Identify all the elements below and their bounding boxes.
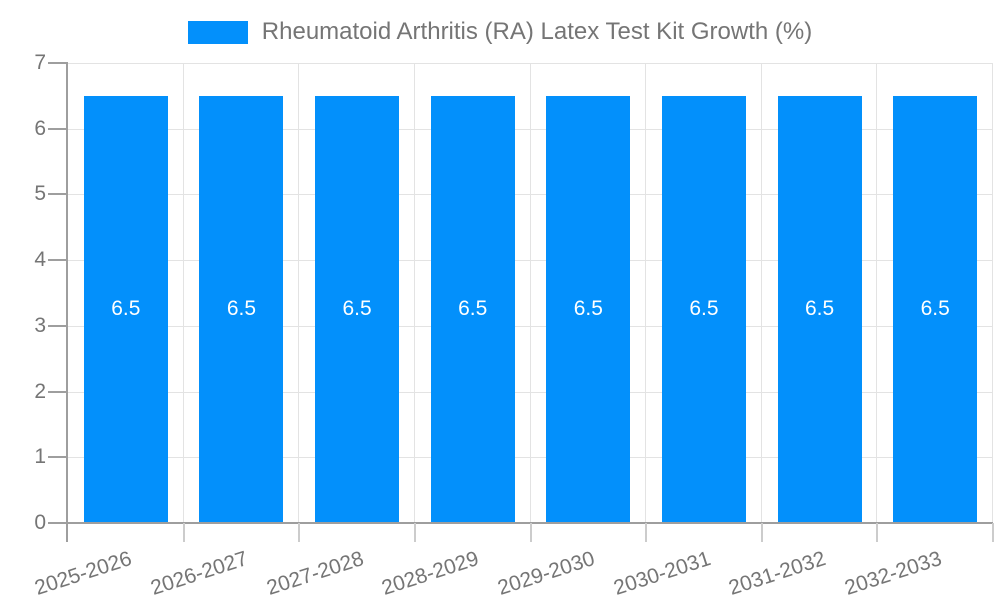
bar-value-label: 6.5 bbox=[573, 297, 603, 321]
y-axis-tick bbox=[48, 324, 68, 327]
y-axis-label: 5 bbox=[34, 182, 46, 206]
gridline-horizontal bbox=[68, 391, 993, 393]
x-axis-label: 2028-2029 bbox=[379, 547, 482, 600]
bar-value-label: 6.5 bbox=[342, 297, 372, 321]
gridline-horizontal bbox=[68, 260, 993, 262]
bar-value-label: 6.5 bbox=[111, 297, 141, 321]
y-axis-label: 0 bbox=[34, 511, 46, 534]
bar[interactable]: 6.5 bbox=[893, 95, 978, 523]
x-axis-tick bbox=[876, 523, 879, 542]
x-axis-label: 2032-2033 bbox=[841, 547, 945, 600]
x-axis-label: 2025-2026 bbox=[32, 547, 135, 600]
x-axis-label: 2029-2030 bbox=[494, 547, 598, 600]
x-axis-tick bbox=[760, 523, 763, 542]
x-axis-label: 2027-2028 bbox=[263, 547, 367, 600]
gridline-vertical bbox=[992, 63, 993, 523]
bar-value-label: 6.5 bbox=[458, 297, 488, 321]
gridline-vertical bbox=[645, 63, 647, 523]
gridline-horizontal bbox=[68, 457, 993, 459]
y-axis-label: 4 bbox=[34, 248, 46, 272]
plot-area: 6.5 6.5 6.5 6.5 6.5 6.5 6.5 6.5 bbox=[68, 63, 993, 523]
x-axis-tick bbox=[182, 523, 185, 542]
gridline-horizontal bbox=[68, 128, 993, 130]
x-axis-tick bbox=[298, 523, 301, 542]
x-axis-label: 2026-2027 bbox=[147, 547, 251, 600]
bar[interactable]: 6.5 bbox=[661, 95, 746, 523]
y-axis-label: 3 bbox=[34, 313, 46, 337]
y-axis-tick bbox=[48, 259, 68, 262]
gridline-vertical bbox=[413, 63, 415, 523]
bar-value-label: 6.5 bbox=[920, 297, 950, 321]
y-axis-tick bbox=[48, 456, 68, 459]
bar[interactable]: 6.5 bbox=[83, 95, 168, 523]
y-axis-tick bbox=[48, 62, 68, 64]
bar[interactable]: 6.5 bbox=[199, 95, 284, 523]
y-axis-line bbox=[66, 63, 68, 542]
x-axis-label: 2030-2031 bbox=[610, 547, 714, 600]
bar-value-label: 6.5 bbox=[226, 297, 257, 321]
bar[interactable]: 6.5 bbox=[430, 95, 515, 523]
gridline-horizontal bbox=[68, 194, 993, 196]
bar-value-label: 6.5 bbox=[689, 297, 719, 321]
bar[interactable]: 6.5 bbox=[315, 95, 400, 523]
gridline-vertical bbox=[760, 63, 762, 523]
y-axis-tick bbox=[48, 522, 68, 524]
y-axis-label: 1 bbox=[34, 445, 46, 469]
y-axis-label: 2 bbox=[34, 379, 46, 403]
x-axis-line bbox=[48, 522, 993, 524]
x-axis-tick bbox=[645, 523, 648, 542]
gridline-vertical bbox=[529, 63, 531, 523]
bar[interactable]: 6.5 bbox=[546, 95, 631, 523]
gridline-vertical bbox=[182, 63, 184, 523]
chart-legend[interactable]: Rheumatoid Arthritis (RA) Latex Test Kit… bbox=[0, 17, 1000, 47]
y-axis-label: 7 bbox=[34, 51, 46, 74]
gridline-horizontal bbox=[68, 63, 993, 64]
y-axis-tick bbox=[48, 193, 68, 196]
bar-value-label: 6.5 bbox=[804, 297, 835, 321]
gridline-vertical bbox=[876, 63, 878, 523]
gridline-horizontal bbox=[68, 325, 993, 327]
x-axis-tick bbox=[529, 523, 532, 542]
bar[interactable]: 6.5 bbox=[777, 95, 862, 523]
y-axis-tick bbox=[48, 127, 68, 130]
y-axis-tick bbox=[48, 390, 68, 393]
x-axis-tick bbox=[992, 523, 994, 542]
legend-swatch bbox=[187, 20, 248, 44]
x-axis-label: 2031-2032 bbox=[726, 547, 829, 600]
gridline-vertical bbox=[298, 63, 300, 523]
x-axis-tick bbox=[413, 523, 416, 542]
y-axis-label: 6 bbox=[34, 116, 46, 140]
chart-title: Rheumatoid Arthritis (RA) Latex Test Kit… bbox=[261, 18, 813, 45]
